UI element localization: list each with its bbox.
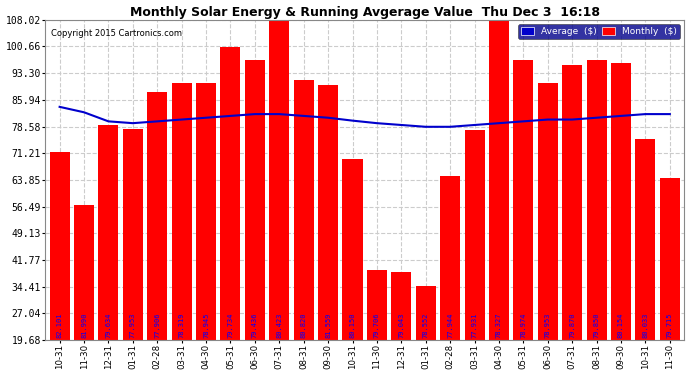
Legend: Average  ($), Monthly  ($): Average ($), Monthly ($) bbox=[518, 24, 680, 39]
Text: Copyright 2015 Cartronics.com: Copyright 2015 Cartronics.com bbox=[51, 29, 182, 38]
Bar bbox=[635, 140, 656, 340]
Bar bbox=[99, 125, 119, 340]
Bar bbox=[50, 152, 70, 340]
Text: 79.870: 79.870 bbox=[569, 313, 575, 338]
Text: 78.327: 78.327 bbox=[496, 313, 502, 338]
Bar bbox=[513, 60, 533, 340]
Bar bbox=[538, 83, 558, 340]
Bar bbox=[391, 272, 411, 340]
Title: Monthly Solar Energy & Running Avgerage Value  Thu Dec 3  16:18: Monthly Solar Energy & Running Avgerage … bbox=[130, 6, 600, 18]
Text: 81.559: 81.559 bbox=[325, 313, 331, 338]
Bar bbox=[464, 130, 484, 340]
Bar bbox=[586, 60, 607, 340]
Bar bbox=[123, 129, 143, 340]
Text: 78.953: 78.953 bbox=[545, 313, 551, 338]
Text: 79.715: 79.715 bbox=[667, 313, 673, 338]
Bar bbox=[196, 83, 216, 340]
Bar bbox=[74, 205, 94, 340]
Bar bbox=[562, 65, 582, 340]
Text: 78.945: 78.945 bbox=[203, 313, 209, 338]
Text: 81.990: 81.990 bbox=[81, 313, 87, 338]
Text: 80.150: 80.150 bbox=[350, 313, 355, 338]
Text: 79.436: 79.436 bbox=[252, 313, 258, 338]
Bar bbox=[269, 20, 289, 340]
Text: 80.154: 80.154 bbox=[618, 313, 624, 338]
Text: 79.706: 79.706 bbox=[374, 313, 380, 338]
Bar bbox=[172, 83, 192, 340]
Text: 79.850: 79.850 bbox=[593, 313, 600, 338]
Bar bbox=[660, 178, 680, 340]
Bar bbox=[342, 159, 362, 340]
Text: 79.043: 79.043 bbox=[398, 313, 404, 338]
Text: 80.033: 80.033 bbox=[642, 313, 649, 338]
Bar bbox=[489, 20, 509, 340]
Bar bbox=[367, 270, 387, 340]
Text: 77.953: 77.953 bbox=[130, 313, 136, 338]
Text: 77.944: 77.944 bbox=[447, 313, 453, 338]
Text: 78.552: 78.552 bbox=[423, 313, 428, 338]
Bar bbox=[294, 80, 314, 340]
Bar bbox=[611, 63, 631, 340]
Text: 80.820: 80.820 bbox=[301, 313, 306, 338]
Bar bbox=[147, 92, 167, 340]
Text: 78.974: 78.974 bbox=[520, 313, 526, 338]
Text: 77.931: 77.931 bbox=[471, 313, 477, 338]
Bar bbox=[318, 85, 338, 340]
Text: 79.734: 79.734 bbox=[228, 313, 233, 338]
Bar bbox=[221, 47, 241, 340]
Bar bbox=[415, 286, 435, 340]
Bar bbox=[440, 176, 460, 340]
Text: 79.634: 79.634 bbox=[106, 313, 111, 338]
Bar bbox=[245, 60, 265, 340]
Text: 80.423: 80.423 bbox=[276, 313, 282, 338]
Text: 82.101: 82.101 bbox=[57, 313, 63, 338]
Text: 77.906: 77.906 bbox=[155, 313, 160, 338]
Text: 78.319: 78.319 bbox=[179, 313, 185, 338]
